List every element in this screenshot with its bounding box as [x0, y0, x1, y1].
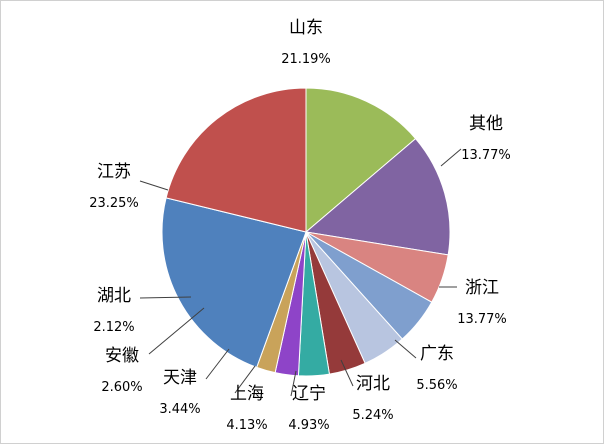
slice-name-label: 山东	[289, 18, 323, 38]
slice-name-label: 上海	[230, 384, 264, 404]
slice-percent-label: 2.12%	[93, 320, 134, 335]
slice-percent-label: 13.77%	[461, 148, 511, 163]
leader-line-7	[205, 348, 230, 380]
pie-slice-10	[161, 197, 307, 368]
pie-slices	[161, 87, 451, 377]
leader-line-10	[139, 180, 169, 191]
slice-percent-label: 13.77%	[457, 312, 507, 327]
pie-slice-1	[305, 87, 417, 234]
leader-line-3	[394, 339, 417, 359]
slice-name-label: 河北	[356, 374, 390, 394]
slice-percent-label: 23.25%	[89, 196, 139, 211]
pie-slice-11	[165, 87, 307, 233]
slice-labels: 其他 13.77% 浙江 13.77% 广东 5.56% 河北 5.24% 辽宁 4.93% 上海 4…	[89, 18, 511, 433]
leader-line-6	[234, 365, 256, 394]
slice-name-label: 浙江	[465, 278, 499, 298]
slice-percent-label: 5.24%	[352, 408, 393, 423]
leader-lines	[139, 148, 462, 397]
slice-percent-label: 4.93%	[288, 418, 329, 433]
slice-name-label: 广东	[420, 344, 454, 364]
leader-line-4	[340, 359, 354, 387]
pie-slice-2	[304, 137, 451, 256]
slice-name-label: 天津	[163, 368, 197, 388]
leader-line-9	[139, 296, 192, 299]
slice-percent-label: 5.56%	[416, 378, 457, 393]
slice-percent-label: 2.60%	[101, 380, 142, 395]
leader-line-8	[148, 307, 205, 355]
slice-percent-label: 4.13%	[226, 418, 267, 433]
slice-name-label: 安徽	[105, 346, 139, 366]
slice-name-label: 其他	[469, 114, 503, 134]
slice-percent-label: 3.44%	[159, 402, 200, 417]
slice-name-label: 辽宁	[292, 384, 326, 404]
slice-name-label: 湖北	[97, 286, 131, 306]
slice-name-label: 江苏	[97, 162, 131, 182]
leader-line-5	[290, 370, 297, 397]
leader-line-1	[440, 148, 462, 167]
slice-percent-label: 21.19%	[281, 52, 331, 67]
